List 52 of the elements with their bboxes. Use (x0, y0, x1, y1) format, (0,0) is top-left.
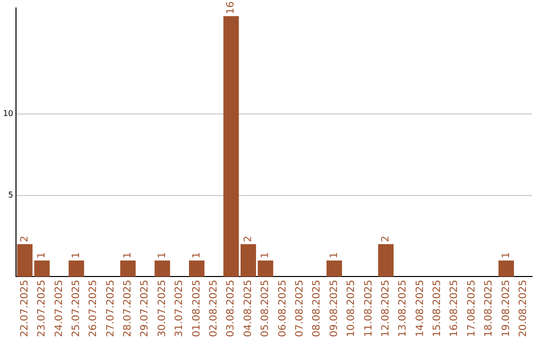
data-label: 1 (156, 252, 168, 258)
x-tick-label: 07.08.2025 (294, 280, 306, 338)
bar (188, 260, 204, 277)
x-tick-label: 15.08.2025 (432, 280, 444, 338)
x-tick-label: 14.08.2025 (414, 280, 426, 338)
bar (68, 260, 84, 277)
data-label: 16 (226, 1, 237, 14)
x-tick-label: 28.07.2025 (122, 280, 134, 338)
bar (258, 260, 274, 277)
x-tick-label: 17.08.2025 (466, 280, 478, 338)
x-tick-label: 04.08.2025 (242, 280, 254, 338)
x-tick-label: 26.07.2025 (88, 280, 100, 338)
x-tick-label: 10.08.2025 (346, 280, 358, 338)
data-label: 2 (19, 236, 30, 242)
x-tick-label: 29.07.2025 (140, 280, 151, 338)
x-tick-label: 31.07.2025 (174, 280, 186, 338)
x-tick-label: 09.08.2025 (328, 280, 340, 338)
x-tick-label: 03.08.2025 (226, 280, 237, 338)
x-tick-label: 23.07.2025 (36, 280, 48, 338)
x-tick-label: 12.08.2025 (380, 280, 392, 338)
bar (378, 244, 394, 277)
x-tick-label: 05.08.2025 (260, 280, 272, 338)
data-label: 1 (36, 252, 48, 258)
data-label: 1 (122, 252, 134, 258)
x-tick-label: 13.08.2025 (398, 280, 409, 338)
x-tick-label: 18.08.2025 (484, 280, 495, 338)
bar (120, 260, 136, 277)
x-tick-label: 27.07.2025 (105, 280, 116, 338)
data-label: 1 (260, 252, 272, 258)
x-tick-label: 16.08.2025 (449, 280, 460, 338)
x-tick-label: 22.07.2025 (19, 280, 30, 338)
x-tick-label: 20.08.2025 (518, 280, 529, 338)
bar (326, 260, 342, 277)
data-label: 1 (328, 252, 340, 258)
x-tick-label: 25.07.2025 (70, 280, 82, 338)
x-tick-label: 24.07.2025 (54, 280, 65, 338)
x-tick-label: 01.08.2025 (191, 280, 202, 338)
x-tick-label: 02.08.2025 (208, 280, 220, 338)
bar (498, 260, 514, 277)
y-tick-label: 5 (8, 190, 14, 200)
data-label: 1 (70, 252, 82, 258)
x-tick-label: 11.08.2025 (363, 280, 374, 338)
x-tick-label: 06.08.2025 (277, 280, 288, 338)
bar (154, 260, 170, 277)
x-tick-label: 08.08.2025 (312, 280, 323, 338)
data-label: 1 (191, 252, 202, 258)
x-tick-label: 19.08.2025 (500, 280, 512, 338)
x-tick-label: 30.07.2025 (156, 280, 168, 338)
data-label: 2 (380, 236, 392, 242)
y-tick-label: 10 (2, 108, 14, 118)
data-label: 1 (500, 252, 512, 258)
data-label: 2 (242, 236, 254, 242)
